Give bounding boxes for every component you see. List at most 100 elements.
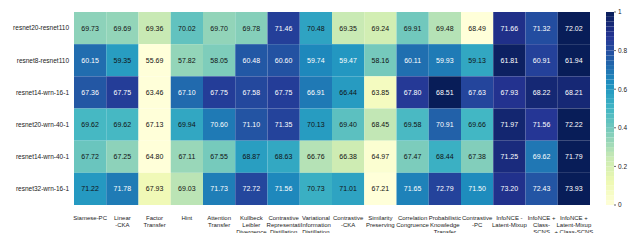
svg-text:73.20: 73.20 [501,185,519,192]
svg-text:60.48: 60.48 [243,57,261,64]
svg-text:67.80: 67.80 [404,89,422,96]
svg-text:71.10: 71.10 [243,121,261,128]
svg-text:61.94: 61.94 [565,57,583,64]
svg-text:63.46: 63.46 [146,89,164,96]
svg-text:68.51: 68.51 [436,89,454,96]
svg-text:70.91: 70.91 [436,121,454,128]
svg-text:68.49: 68.49 [468,25,486,32]
svg-text:71.66: 71.66 [501,25,519,32]
svg-text:69.36: 69.36 [146,25,164,32]
svg-text:57.82: 57.82 [178,57,196,64]
svg-text:67.75: 67.75 [210,89,228,96]
svg-text:69.69: 69.69 [114,25,132,32]
svg-text:69.62: 69.62 [114,121,132,128]
svg-text:72.02: 72.02 [565,25,583,32]
svg-text:69.70: 69.70 [210,25,228,32]
svg-text:73.93: 73.93 [565,185,583,192]
svg-text:60.11: 60.11 [404,57,421,64]
svg-text:72.22: 72.22 [565,121,583,128]
svg-text:67.58: 67.58 [243,89,261,96]
svg-text:0.6: 0.6 [618,86,627,93]
svg-text:71.46: 71.46 [275,25,293,32]
svg-text:0.4: 0.4 [618,124,627,131]
svg-text:71.01: 71.01 [339,185,357,192]
svg-text:70.60: 70.60 [210,121,228,128]
svg-text:72.72: 72.72 [243,185,261,192]
svg-text:0.8: 0.8 [618,47,627,54]
svg-text:Contrastive-CKA: Contrastive-CKA [333,215,364,228]
svg-text:69.62: 69.62 [81,121,99,128]
svg-text:resnet14-wrn-40-1: resnet14-wrn-40-1 [16,153,69,160]
svg-text:67.93: 67.93 [501,89,519,96]
svg-text:68.44: 68.44 [436,153,454,160]
svg-text:Contrastive-PC: Contrastive-PC [462,215,493,228]
svg-text:69.48: 69.48 [436,25,454,32]
svg-text:59.74: 59.74 [307,57,325,64]
svg-text:67.13: 67.13 [146,121,164,128]
svg-text:KullbeckLeiblerDivergence: KullbeckLeiblerDivergence [236,215,267,233]
svg-text:67.10: 67.10 [178,89,196,96]
svg-text:InfoNCE +Class-SCNS: InfoNCE +Class-SCNS [528,215,556,233]
svg-text:60.91: 60.91 [533,57,551,64]
svg-text:ContrastiveRepresentatiDistill: ContrastiveRepresentatiDistillation [267,215,301,233]
svg-text:71.97: 71.97 [501,121,519,128]
svg-text:0.2: 0.2 [618,163,627,170]
svg-text:69.91: 69.91 [404,25,422,32]
svg-text:67.93: 67.93 [146,185,164,192]
svg-text:71.79: 71.79 [565,153,583,160]
svg-text:58.05: 58.05 [210,57,228,64]
svg-text:AttentionTransfer: AttentionTransfer [207,215,231,228]
svg-text:Hint: Hint [182,215,193,221]
svg-text:71.65: 71.65 [404,185,422,192]
svg-text:69.78: 69.78 [243,25,261,32]
svg-text:71.78: 71.78 [114,185,132,192]
svg-text:58.16: 58.16 [372,57,390,64]
svg-text:67.11: 67.11 [178,153,195,160]
svg-text:71.50: 71.50 [468,185,486,192]
svg-text:59.93: 59.93 [436,57,454,64]
svg-text:70.13: 70.13 [307,121,325,128]
svg-text:69.58: 69.58 [404,121,422,128]
svg-text:SimilarityPreserving: SimilarityPreserving [366,215,395,228]
svg-text:66.91: 66.91 [307,89,325,96]
svg-text:69.35: 69.35 [339,25,357,32]
svg-text:0: 0 [618,201,622,208]
svg-text:70.73: 70.73 [307,185,325,192]
svg-text:55.69: 55.69 [146,57,164,64]
svg-text:71.56: 71.56 [275,185,293,192]
svg-text:resnet8-resnet110: resnet8-resnet110 [17,57,70,64]
svg-text:Siamese-PC: Siamese-PC [73,215,107,221]
svg-text:67.55: 67.55 [210,153,228,160]
svg-text:71.73: 71.73 [210,185,228,192]
svg-text:69.73: 69.73 [81,25,99,32]
svg-text:71.35: 71.35 [275,121,293,128]
svg-text:67.75: 67.75 [275,89,293,96]
svg-text:resnet32-wrn-16-1: resnet32-wrn-16-1 [16,185,69,192]
svg-text:63.85: 63.85 [372,89,390,96]
svg-text:67.75: 67.75 [114,89,132,96]
svg-text:66.76: 66.76 [307,153,325,160]
svg-text:70.48: 70.48 [307,25,325,32]
svg-text:resnet20-wrn-40-1: resnet20-wrn-40-1 [16,121,69,128]
svg-text:69.66: 69.66 [468,121,486,128]
svg-text:69.62: 69.62 [533,153,551,160]
svg-text:69.40: 69.40 [339,121,357,128]
svg-text:71.22: 71.22 [81,185,99,192]
svg-text:59.35: 59.35 [114,57,132,64]
svg-text:68.22: 68.22 [533,89,551,96]
svg-text:68.63: 68.63 [275,153,293,160]
svg-text:68.87: 68.87 [243,153,261,160]
svg-text:67.72: 67.72 [81,153,99,160]
svg-text:72.79: 72.79 [436,185,454,192]
svg-text:InfoNCE -Latent-Mixup: InfoNCE -Latent-Mixup [492,215,527,228]
svg-text:67.25: 67.25 [114,153,132,160]
svg-text:1: 1 [618,8,622,15]
svg-text:71.56: 71.56 [533,121,551,128]
svg-text:69.94: 69.94 [178,121,196,128]
svg-text:69.24: 69.24 [372,25,390,32]
svg-text:InfoNCE +Latent-Mixup+ Class-S: InfoNCE +Latent-Mixup+ Class-SCNS [554,215,593,233]
svg-text:60.15: 60.15 [81,57,99,64]
svg-text:69.03: 69.03 [178,185,196,192]
svg-text:VariationalInformationDistilla: VariationalInformationDistillation [301,215,331,233]
svg-text:70.02: 70.02 [178,25,196,32]
